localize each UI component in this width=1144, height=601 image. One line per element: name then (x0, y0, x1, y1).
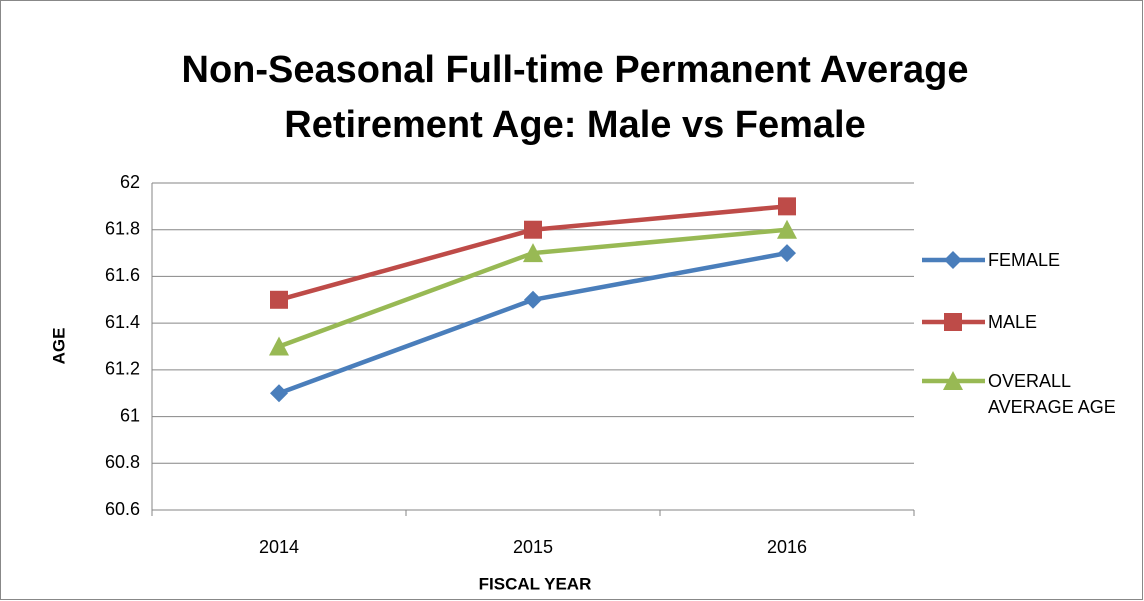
data-point (269, 336, 289, 356)
legend-label: MALE (988, 312, 1038, 332)
x-tick-label: 2015 (513, 537, 553, 557)
marker (944, 313, 962, 331)
legend-label: FEMALE (988, 250, 1061, 270)
legend-entry: OVERALL AVERAGE AGE (988, 371, 1116, 417)
x-axis-label: FISCAL YEAR (479, 574, 592, 593)
data-point (778, 197, 796, 216)
data-point (270, 290, 288, 309)
marker (943, 371, 963, 390)
y-tick-label: 60.6 (105, 499, 140, 519)
y-tick-label: 61 (120, 405, 140, 425)
y-tick-label: 61.6 (105, 265, 140, 285)
legend-entry: MALE (988, 312, 1038, 332)
data-point (524, 290, 542, 309)
chart-title: Retirement Age: Male vs Female (284, 104, 865, 146)
data-point (778, 244, 796, 263)
x-tick-label: 2014 (259, 537, 299, 557)
data-point (270, 384, 288, 403)
data-point (523, 243, 543, 263)
data-point (777, 219, 797, 239)
y-tick-label: 61.2 (105, 359, 140, 379)
y-tick-label: 61.4 (105, 312, 140, 332)
legend-label: OVERALL AVERAGE AGE (988, 371, 1116, 417)
y-tick-label: 61.8 (105, 218, 140, 238)
chart-title: Non-Seasonal Full-time Permanent Average (182, 49, 969, 91)
y-tick-label: 62 (120, 172, 140, 192)
x-tick-label: 2016 (767, 537, 807, 557)
data-point (524, 220, 542, 239)
y-axis-label: AGE (49, 328, 68, 365)
marker (944, 251, 962, 269)
legend-entry: FEMALE (988, 250, 1061, 270)
y-tick-label: 60.8 (105, 452, 140, 472)
